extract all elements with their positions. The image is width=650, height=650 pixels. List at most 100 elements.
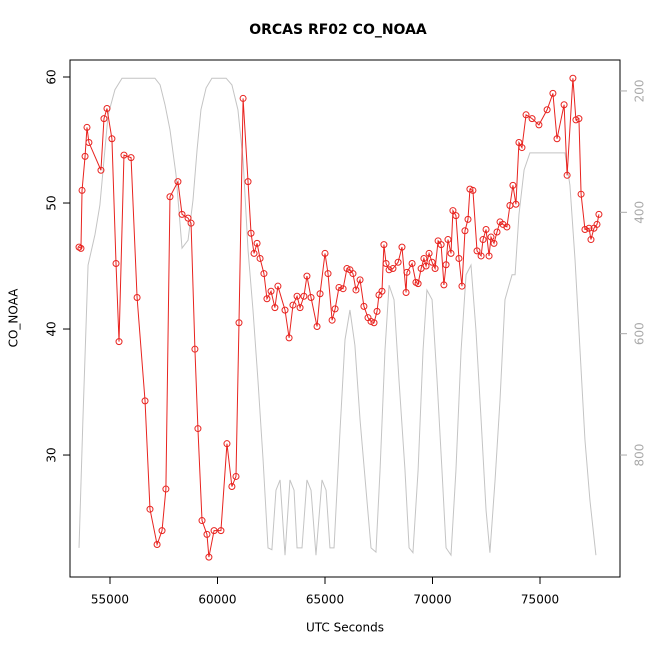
- data-point: [328, 316, 336, 324]
- data-point: [203, 530, 211, 538]
- data-point: [394, 258, 402, 266]
- data-point: [464, 215, 472, 223]
- data-point: [461, 227, 469, 235]
- y2-tick-label: 600: [633, 322, 647, 345]
- data-point: [205, 553, 213, 561]
- y-axis-label: CO_NOAA: [7, 288, 21, 348]
- data-point: [331, 305, 339, 313]
- data-point: [549, 89, 557, 97]
- data-point: [408, 259, 416, 267]
- data-point: [115, 338, 123, 346]
- data-point: [158, 527, 166, 535]
- data-point: [581, 225, 589, 233]
- data-point: [370, 319, 378, 327]
- data-point: [174, 178, 182, 186]
- x-tick-label: 75000: [521, 593, 559, 607]
- data-point: [569, 74, 577, 82]
- data-point: [512, 200, 520, 208]
- data-point: [349, 270, 357, 278]
- data-point: [108, 135, 116, 143]
- data-point: [402, 288, 410, 296]
- data-point: [146, 505, 154, 513]
- data-point: [437, 241, 445, 249]
- data-point: [420, 254, 428, 262]
- data-point: [153, 540, 161, 548]
- data-point: [187, 219, 195, 227]
- data-point: [166, 193, 174, 201]
- data-point: [296, 304, 304, 312]
- data-point: [380, 241, 388, 249]
- data-point: [253, 239, 261, 247]
- data-point: [378, 287, 386, 295]
- data-point: [425, 249, 433, 257]
- data-point: [428, 258, 436, 266]
- data-point: [281, 306, 289, 314]
- data-point: [112, 259, 120, 267]
- data-point: [479, 236, 487, 244]
- data-point: [587, 236, 595, 244]
- series-line: [78, 77, 597, 557]
- data-point: [398, 243, 406, 251]
- data-point: [285, 334, 293, 342]
- data-point: [577, 190, 585, 198]
- data-point: [452, 212, 460, 220]
- data-point: [575, 115, 583, 123]
- series-line: [78, 78, 600, 558]
- data-point: [503, 223, 511, 231]
- data-point: [458, 282, 466, 290]
- data-point: [595, 210, 603, 218]
- x-tick-label: 65000: [306, 593, 344, 607]
- data-point: [307, 294, 315, 302]
- x-tick-label: 55000: [91, 593, 129, 607]
- y2-tick-label: 400: [633, 201, 647, 224]
- data-point: [431, 265, 439, 273]
- data-point: [389, 265, 397, 273]
- data-point: [339, 285, 347, 293]
- data-point: [352, 286, 360, 294]
- data-point: [490, 239, 498, 247]
- y-tick-label: 40: [45, 321, 59, 336]
- data-point: [191, 345, 199, 353]
- data-point: [487, 233, 495, 241]
- data-point: [293, 292, 301, 300]
- data-point: [493, 228, 501, 236]
- data-point: [373, 307, 381, 315]
- data-point: [356, 276, 364, 284]
- y2-tick-label: 800: [633, 444, 647, 467]
- data-point: [447, 249, 455, 257]
- data-point: [585, 224, 593, 232]
- data-point: [455, 254, 463, 262]
- data-point: [535, 121, 543, 129]
- data-point: [289, 301, 297, 309]
- data-point: [360, 302, 368, 310]
- data-point: [244, 178, 252, 186]
- data-point: [235, 319, 243, 327]
- data-point: [267, 287, 275, 295]
- data-point: [198, 517, 206, 525]
- data-point: [75, 243, 83, 251]
- data-point: [528, 115, 536, 123]
- chart-title: ORCAS RF02 CO_NOAA: [249, 22, 427, 38]
- data-point: [543, 106, 551, 114]
- data-point: [560, 101, 568, 109]
- data-point: [473, 247, 481, 255]
- data-point: [324, 270, 332, 278]
- data-point: [263, 295, 271, 303]
- data-point: [313, 323, 321, 331]
- data-point: [184, 214, 192, 222]
- data-point: [103, 105, 111, 113]
- data-point: [300, 292, 308, 300]
- data-point: [162, 485, 170, 493]
- data-point: [509, 181, 517, 189]
- data-point: [223, 440, 231, 448]
- data-point: [335, 283, 343, 291]
- data-point: [127, 154, 135, 162]
- data-point: [440, 281, 448, 289]
- data-point: [210, 527, 218, 535]
- y-tick-label: 30: [45, 447, 59, 462]
- y2-tick-label: 200: [633, 79, 647, 102]
- data-point: [260, 270, 268, 278]
- data-point: [303, 272, 311, 280]
- data-point: [78, 186, 86, 194]
